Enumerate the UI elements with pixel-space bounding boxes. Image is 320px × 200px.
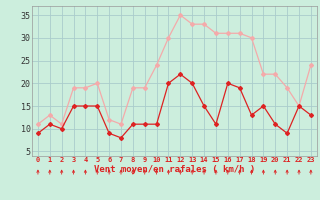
X-axis label: Vent moyen/en rafales ( km/h ): Vent moyen/en rafales ( km/h ): [94, 165, 255, 174]
